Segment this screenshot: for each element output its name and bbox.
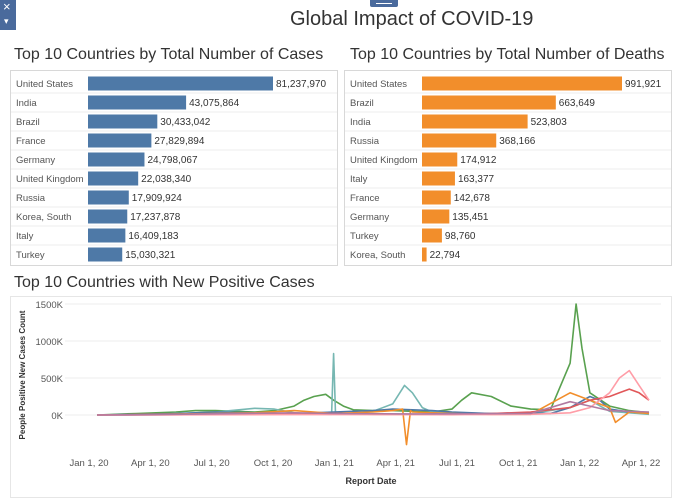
cases-category-label: Turkey	[16, 250, 45, 261]
drag-handle-icon[interactable]	[370, 0, 398, 7]
cases-category-label: France	[16, 136, 46, 147]
new-cases-chart-title: Top 10 Countries with New Positive Cases	[14, 274, 315, 291]
deaths-value-label: 663,649	[559, 98, 596, 109]
cases-category-label: United Kingdom	[16, 174, 84, 185]
cases-value-label: 30,433,042	[160, 117, 210, 128]
cases-category-label: United States	[16, 79, 73, 90]
deaths-category-label: Russia	[350, 136, 380, 147]
chevron-down-icon[interactable]: ▾	[4, 16, 9, 26]
deaths-bar[interactable]	[422, 247, 427, 262]
deaths-bar-chart[interactable]: United States 991,921 Brazil 663,649 India 52…	[345, 71, 671, 265]
y-axis-label: People Positive New Cases Count	[18, 310, 27, 439]
cases-bar[interactable]	[88, 95, 187, 110]
x-tick-label: Apr 1, 22	[622, 458, 661, 469]
deaths-category-label: India	[350, 117, 371, 128]
y-tick-label: 1500K	[36, 300, 64, 311]
deaths-value-label: 135,451	[452, 212, 489, 223]
cases-category-label: India	[16, 98, 37, 109]
cases-chart-title: Top 10 Countries by Total Number of Case…	[14, 46, 324, 63]
cases-category-label: Germany	[16, 155, 55, 166]
deaths-bar[interactable]	[422, 190, 451, 205]
y-tick-label: 0K	[51, 411, 63, 422]
deaths-value-label: 163,377	[458, 174, 495, 185]
cases-bar[interactable]	[88, 133, 152, 148]
deaths-value-label: 142,678	[454, 193, 491, 204]
deaths-panel: United States 991,921 Brazil 663,649 India 52…	[344, 70, 672, 266]
cases-value-label: 17,909,924	[132, 193, 182, 204]
cases-value-label: 16,409,183	[128, 231, 178, 242]
menu-control[interactable]: × ▾	[0, 0, 16, 30]
cases-value-label: 15,030,321	[125, 250, 175, 261]
close-icon[interactable]: ×	[3, 0, 11, 14]
new-cases-panel: 0K 500K 1000K 1500K Jan 1, 20 Apr 1, 20 Jul 1,…	[10, 296, 672, 498]
cases-value-label: 24,798,067	[147, 155, 197, 166]
deaths-category-label: Korea, South	[350, 250, 405, 261]
x-tick-label: Jul 1, 20	[194, 458, 230, 469]
x-tick-label: Apr 1, 21	[376, 458, 415, 469]
x-axis-label: Report Date	[345, 476, 396, 486]
cases-value-label: 81,237,970	[276, 79, 326, 90]
cases-bar[interactable]	[88, 152, 145, 167]
deaths-bar[interactable]	[422, 209, 450, 224]
deaths-bar[interactable]	[422, 95, 556, 110]
new-cases-line-chart[interactable]: 0K 500K 1000K 1500K Jan 1, 20 Apr 1, 20 Jul 1,…	[11, 297, 671, 497]
y-tick-label: 500K	[41, 374, 64, 385]
x-tick-label: Oct 1, 21	[499, 458, 538, 469]
series-line[interactable]	[96, 392, 650, 446]
cases-bar[interactable]	[88, 247, 123, 262]
x-tick-label: Apr 1, 20	[131, 458, 170, 469]
deaths-bar[interactable]	[422, 152, 458, 167]
cases-bar[interactable]	[88, 171, 139, 186]
deaths-category-label: Italy	[350, 174, 368, 185]
x-tick-label: Jul 1, 21	[439, 458, 475, 469]
deaths-bar[interactable]	[422, 133, 497, 148]
cases-bar[interactable]	[88, 209, 128, 224]
cases-bar[interactable]	[88, 114, 158, 129]
deaths-category-label: United Kingdom	[350, 155, 418, 166]
x-tick-label: Jan 1, 20	[69, 458, 108, 469]
deaths-bar[interactable]	[422, 76, 622, 91]
series-line[interactable]	[96, 400, 650, 416]
deaths-value-label: 991,921	[625, 79, 662, 90]
cases-value-label: 17,237,878	[130, 212, 180, 223]
x-tick-label: Jan 1, 22	[560, 458, 599, 469]
cases-value-label: 22,038,340	[141, 174, 191, 185]
deaths-value-label: 174,912	[460, 155, 497, 166]
cases-category-label: Korea, South	[16, 212, 71, 223]
deaths-bar[interactable]	[422, 114, 528, 129]
series-line[interactable]	[96, 303, 650, 416]
cases-bar[interactable]	[88, 76, 273, 91]
dashboard-title: Global Impact of COVID-19	[290, 8, 534, 30]
deaths-value-label: 368,166	[499, 136, 536, 147]
deaths-category-label: Germany	[350, 212, 389, 223]
deaths-category-label: United States	[350, 79, 407, 90]
cases-category-label: Brazil	[16, 117, 40, 128]
deaths-value-label: 98,760	[445, 231, 476, 242]
cases-bar[interactable]	[88, 228, 126, 243]
deaths-chart-title: Top 10 Countries by Total Number of Deat…	[350, 46, 665, 63]
cases-panel: United States 81,237,970 India 43,075,864 Br…	[10, 70, 338, 266]
deaths-bar[interactable]	[422, 228, 442, 243]
cases-category-label: Russia	[16, 193, 46, 204]
cases-value-label: 27,829,894	[154, 136, 204, 147]
cases-value-label: 43,075,864	[189, 98, 239, 109]
deaths-category-label: Turkey	[350, 231, 379, 242]
cases-bar-chart[interactable]: United States 81,237,970 India 43,075,864 Br…	[11, 71, 337, 265]
x-tick-label: Jan 1, 21	[315, 458, 354, 469]
cases-category-label: Italy	[16, 231, 34, 242]
deaths-bar[interactable]	[422, 171, 455, 186]
deaths-category-label: France	[350, 193, 380, 204]
deaths-value-label: 22,794	[430, 250, 461, 261]
cases-bar[interactable]	[88, 190, 129, 205]
series-line[interactable]	[96, 352, 650, 416]
x-tick-label: Oct 1, 20	[254, 458, 293, 469]
deaths-value-label: 523,803	[531, 117, 568, 128]
deaths-category-label: Brazil	[350, 98, 374, 109]
y-tick-label: 1000K	[36, 337, 64, 348]
